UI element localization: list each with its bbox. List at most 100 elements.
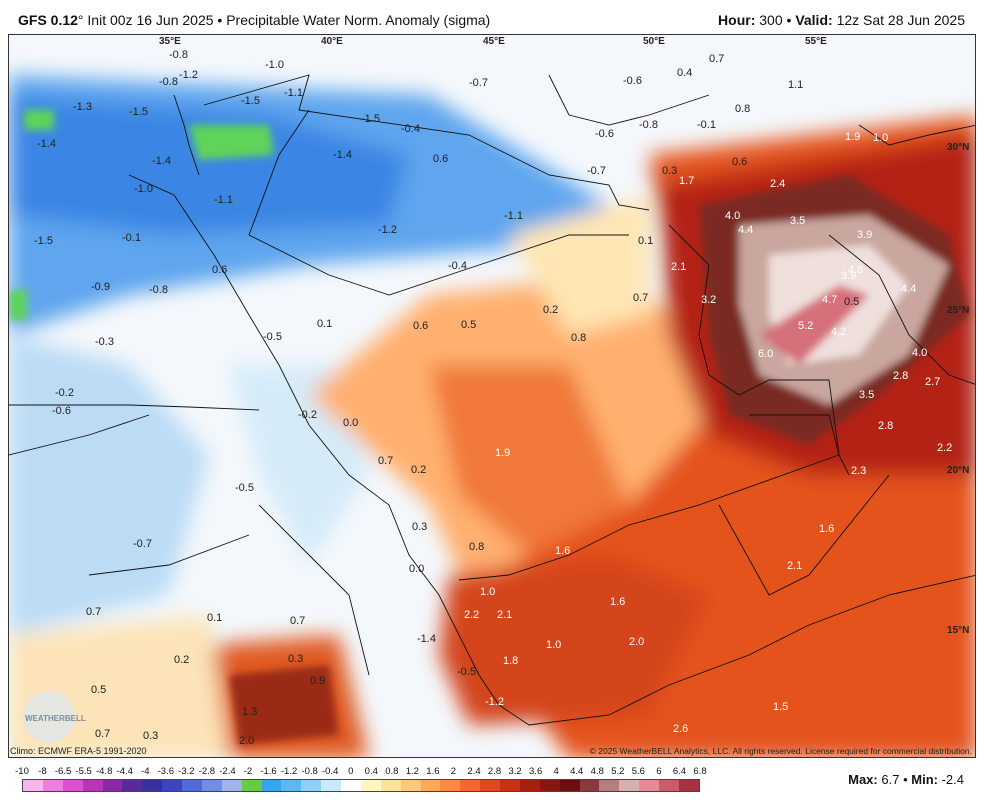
anomaly-value-label: -1.0 (265, 59, 284, 71)
scale-tick-label: -2.8 (198, 766, 216, 777)
footer: Climo: ECMWF ERA-5 1991-2020 © 2025 Weat… (0, 746, 984, 808)
anomaly-value-label: -1.1 (504, 210, 523, 222)
anomaly-value-label: 2.8 (878, 420, 893, 432)
scale-swatch (539, 780, 560, 791)
scale-tick-label: 6 (656, 766, 662, 777)
anomaly-value-label: -0.7 (469, 77, 488, 89)
scale-swatch (460, 780, 481, 791)
anomaly-value-label: -0.8 (639, 119, 658, 131)
anomaly-value-label: -1.4 (152, 155, 171, 167)
anomaly-value-label: 2.0 (239, 735, 254, 747)
anomaly-value-label: 0.7 (95, 728, 110, 740)
anomaly-value-label: 1.6 (610, 596, 625, 608)
anomaly-value-label: 4.0 (725, 210, 740, 222)
scale-tick-label: 4.4 (570, 766, 584, 777)
anomaly-value-label: -1.2 (179, 69, 198, 81)
lat-label: 25°N (947, 305, 969, 316)
scale-swatch (341, 780, 361, 791)
scale-swatch (500, 780, 520, 791)
anomaly-value-label: -0.7 (133, 538, 152, 550)
scale-swatch (480, 780, 500, 791)
lat-label: 20°N (947, 465, 969, 476)
max-label: Max: (848, 772, 878, 787)
anomaly-value-label: -0.4 (401, 123, 420, 135)
scale-swatch (619, 780, 640, 791)
scale-tick-label: 4 (553, 766, 559, 777)
anomaly-value-label: -1.5 (241, 95, 260, 107)
anomaly-value-label: 1.8 (503, 655, 518, 667)
anomaly-value-label: 2.1 (671, 261, 686, 273)
anomaly-value-label: -1.1 (284, 87, 303, 99)
scale-tick-label: -1.6 (260, 766, 277, 777)
anomaly-value-label: -0.8 (169, 49, 188, 61)
scale-tick-label: -8 (38, 766, 47, 777)
anomaly-value-label: 1.0 (873, 132, 888, 144)
product-name: Precipitable Water Norm. Anomaly (sigma) (226, 12, 491, 28)
anomaly-value-label: -0.6 (52, 405, 71, 417)
anomaly-value-label: -1.5 (34, 235, 53, 247)
max-min-readout: Max: 6.7 • Min: -2.4 (848, 772, 964, 787)
anomaly-value-label: 1.3 (242, 706, 257, 718)
anomaly-value-label: 1.6 (555, 545, 570, 557)
lon-label: 50°E (643, 36, 665, 47)
scale-swatch (639, 780, 659, 791)
scale-tick-label: 1.6 (426, 766, 440, 777)
anomaly-value-label: -0.5 (263, 331, 282, 343)
anomaly-value-label: 4.4 (901, 283, 916, 295)
scale-swatch (241, 780, 262, 791)
anomaly-value-label: 1.7 (679, 175, 694, 187)
lat-label: 30°N (947, 142, 969, 153)
anomaly-value-label: 0.7 (290, 615, 305, 627)
anomaly-value-label: 0.0 (409, 563, 424, 575)
scale-swatch (122, 780, 143, 791)
anomaly-value-label: -0.3 (95, 336, 114, 348)
scale-swatch (182, 780, 202, 791)
scale-swatch (380, 780, 401, 791)
anomaly-value-label: 0.5 (844, 296, 859, 308)
anomaly-value-label: 2.8 (893, 370, 908, 382)
scale-swatch (281, 780, 302, 791)
header-left: GFS 0.12° Init 00z 16 Jun 2025 • Precipi… (18, 12, 490, 28)
anomaly-value-label: 0.8 (571, 332, 586, 344)
anomaly-value-label: 2.3 (851, 465, 866, 477)
scale-tick-label: 1.2 (405, 766, 419, 777)
scale-tick-label: -3.2 (178, 766, 195, 777)
anomaly-value-label: 4.2 (831, 326, 846, 338)
anomaly-value-label: -0.5 (235, 482, 254, 494)
anomaly-value-label: 0.3 (143, 730, 158, 742)
scale-swatch (420, 780, 441, 791)
copyright-note: © 2025 WeatherBELL Analytics, LLC. All r… (589, 746, 972, 756)
anomaly-value-label: 3.9 (857, 229, 872, 241)
anomaly-value-label: 0.6 (433, 153, 448, 165)
scale-tick-label: -4.8 (95, 766, 113, 777)
anomaly-value-label: 2.1 (497, 609, 512, 621)
degree-mark: ° (77, 12, 84, 28)
anomaly-value-label: 0.1 (207, 612, 222, 624)
header: GFS 0.12° Init 00z 16 Jun 2025 • Precipi… (0, 0, 984, 34)
scale-swatch (360, 780, 381, 791)
anomaly-value-label: -1.4 (333, 149, 352, 161)
scale-tick-label: 0.4 (364, 766, 378, 777)
anomaly-map: 35°E 40°E 45°E 50°E 55°E 30°N 25°N 20°N … (8, 34, 976, 758)
scale-swatch (42, 780, 63, 791)
scale-swatch (678, 780, 699, 791)
anomaly-value-label: -0.9 (91, 281, 110, 293)
scale-tick-label: 6.4 (672, 766, 687, 777)
anomaly-value-label: 1.0 (546, 639, 561, 651)
scale-swatch (599, 780, 620, 791)
value-labels: -0.8 -1.0 -1.2 0.4 0.7 -0.8 -1.1 -1.5 -0.7 -0.6 1.… (34, 49, 952, 747)
anomaly-value-label: -1.4 (37, 138, 56, 150)
anomaly-value-label: -0.7 (587, 165, 606, 177)
anomaly-value-label: 0.7 (86, 606, 101, 618)
logo-text: WEATHERBELL (25, 714, 86, 723)
anomaly-value-label: 4.8 (848, 264, 863, 276)
anomaly-value-label: 1.9 (845, 131, 860, 143)
color-scale-ticks: -10 -8 -6.5 -5.5 -4.8 -4.4 -4 -3.6 -3.2 -2.8 -2.4-… (15, 766, 706, 778)
anomaly-value-label: 2.1 (787, 560, 802, 572)
scale-swatch (659, 780, 679, 791)
scale-swatch (142, 780, 163, 791)
scale-swatch (82, 780, 103, 791)
anomaly-value-label: -0.8 (159, 76, 178, 88)
scale-tick-label: 0.8 (385, 766, 399, 777)
anomaly-value-label: 1.0 (480, 586, 495, 598)
